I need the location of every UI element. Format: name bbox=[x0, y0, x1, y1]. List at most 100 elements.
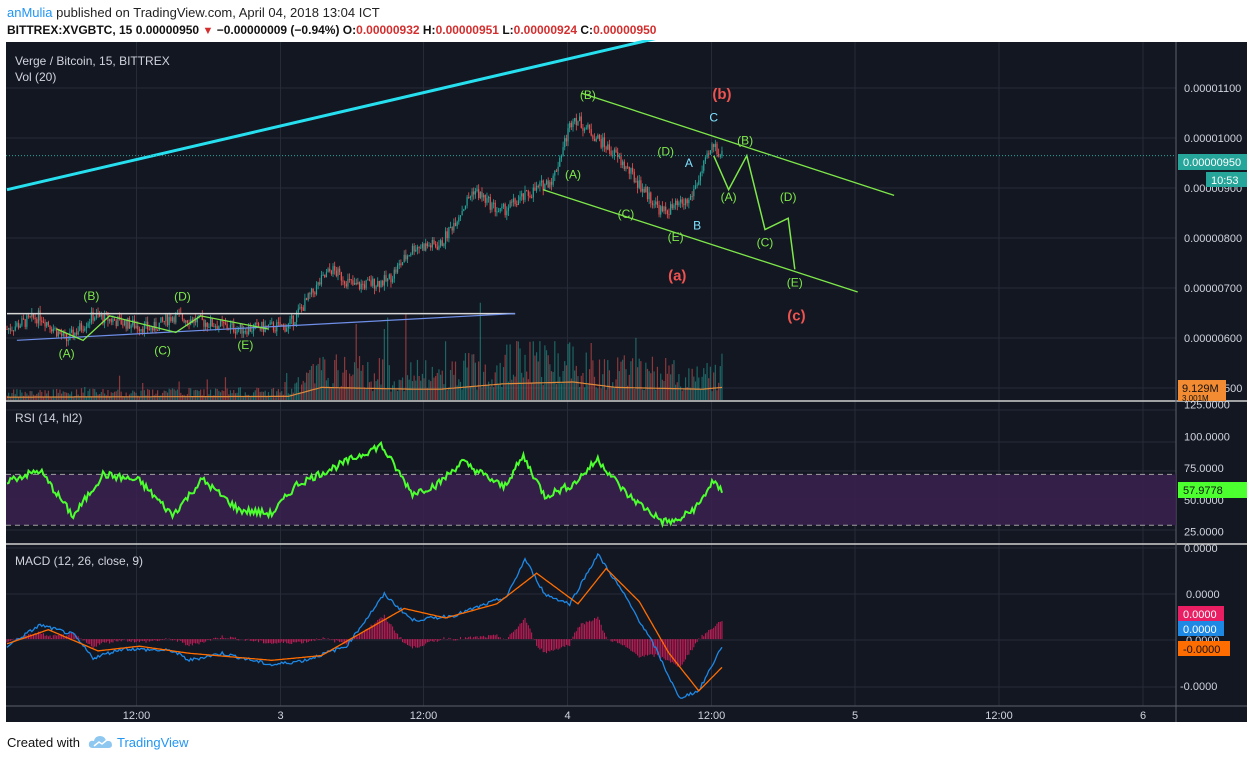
candle-body bbox=[350, 279, 352, 281]
candle-body bbox=[476, 189, 478, 191]
volume-bar bbox=[72, 397, 74, 400]
candle-body bbox=[415, 249, 417, 252]
volume-bar bbox=[645, 362, 647, 400]
volume-bar bbox=[56, 389, 58, 400]
candle-body bbox=[645, 186, 647, 193]
tradingview-link[interactable]: TradingView bbox=[117, 735, 189, 750]
candle-body bbox=[221, 320, 223, 322]
candle-body bbox=[279, 322, 281, 327]
price-change: −0.00000009 (−0.94%) bbox=[216, 23, 340, 37]
volume-bar bbox=[430, 381, 432, 400]
candle-body bbox=[305, 298, 308, 300]
candle-body bbox=[507, 207, 510, 211]
candle-body bbox=[713, 144, 715, 148]
last-price-badge-text: 0.00000950 bbox=[1183, 157, 1241, 169]
ohlc-line: BITTREX:XVGBTC, 15 0.00000950 ▼ −0.00000… bbox=[7, 23, 656, 37]
volume-bar bbox=[405, 314, 407, 400]
wave-label: (D) bbox=[174, 290, 191, 304]
candle-body bbox=[418, 246, 420, 248]
volume-bar bbox=[532, 341, 534, 400]
candle-body bbox=[348, 278, 351, 280]
volume-bar bbox=[87, 390, 89, 400]
drawing-trendlines[interactable] bbox=[6, 40, 895, 342]
volume-bar bbox=[459, 381, 462, 400]
candle-body bbox=[671, 204, 673, 209]
candle-body bbox=[219, 320, 222, 327]
volume-bar bbox=[679, 386, 682, 400]
candle-body bbox=[416, 246, 419, 250]
candle-body bbox=[362, 283, 364, 285]
candle-body bbox=[92, 311, 94, 321]
rsi-badge-text: 57.9778 bbox=[1183, 485, 1223, 497]
candle-body bbox=[683, 203, 685, 206]
candle-body bbox=[120, 317, 122, 325]
candle-body bbox=[14, 326, 16, 331]
publish-line: anMulia published on TradingView.com, Ap… bbox=[7, 5, 380, 20]
volume-bar bbox=[348, 373, 351, 400]
volume-bar bbox=[554, 341, 556, 400]
candle-body bbox=[388, 274, 390, 279]
macd-tick-label: -0.0000 bbox=[1180, 681, 1217, 693]
volume-bar bbox=[651, 356, 654, 400]
candle-body bbox=[317, 282, 319, 285]
trendline-blue-support[interactable] bbox=[16, 313, 516, 341]
volume-bar bbox=[59, 389, 61, 400]
trendline-projected-wave[interactable] bbox=[713, 153, 796, 270]
wave-label: (A) bbox=[721, 190, 737, 204]
volume-bar bbox=[92, 388, 94, 400]
volume-bar bbox=[440, 374, 442, 400]
volume-bar bbox=[201, 395, 203, 400]
candle-body bbox=[142, 329, 144, 333]
candle-body bbox=[312, 288, 314, 293]
published-text: published on TradingView.com, April 04, … bbox=[56, 5, 380, 20]
trading-chart[interactable]: (A) (B) (C) (D) (E) (B) (A) (C) (D) (E) A B C (A) (B) (… bbox=[0, 40, 1253, 724]
candle-body bbox=[410, 253, 412, 256]
candle-body bbox=[555, 170, 558, 172]
volume-bar bbox=[368, 382, 371, 400]
candle-body bbox=[320, 275, 323, 285]
candle-body bbox=[411, 245, 414, 254]
volume-bar bbox=[329, 386, 331, 400]
candle-body bbox=[319, 282, 321, 285]
volume-bar bbox=[109, 396, 111, 400]
volume-bar bbox=[572, 346, 574, 400]
main-pane-title: Verge / Bitcoin, 15, BITTREX bbox=[15, 54, 170, 68]
candle-body bbox=[69, 332, 71, 341]
wave-label: C bbox=[709, 111, 718, 125]
candle-body bbox=[721, 150, 723, 156]
candle-body bbox=[436, 246, 438, 250]
candle-body bbox=[514, 198, 516, 205]
volume-bar bbox=[291, 388, 293, 400]
candle-body bbox=[57, 331, 59, 337]
symbol-label[interactable]: BITTREX:XVGBTC, 15 bbox=[7, 23, 133, 37]
trendline-triangle-waves[interactable] bbox=[56, 315, 269, 342]
trendline-green-channel-lower[interactable] bbox=[542, 189, 858, 293]
volume-bar bbox=[425, 360, 427, 400]
candle-body bbox=[617, 152, 619, 158]
volume-bar bbox=[211, 395, 213, 400]
candle-body bbox=[150, 327, 152, 330]
high-value: 0.00000951 bbox=[435, 23, 499, 37]
volume-bar bbox=[443, 384, 445, 400]
volume-bar bbox=[665, 358, 667, 400]
candle-body bbox=[401, 262, 404, 266]
candle-body bbox=[100, 314, 102, 317]
author-link[interactable]: anMulia bbox=[7, 5, 53, 20]
wave-label: (B) bbox=[737, 133, 753, 147]
volume-bar bbox=[243, 396, 245, 400]
macd-tick-label: 0.0000 bbox=[1186, 589, 1220, 601]
candle-body bbox=[327, 268, 329, 273]
volume-bar bbox=[491, 379, 493, 400]
candle-body bbox=[208, 326, 210, 328]
volume-bar bbox=[107, 389, 109, 400]
candle-body bbox=[542, 180, 544, 191]
candle-body bbox=[610, 150, 612, 156]
volume-bar bbox=[165, 390, 167, 400]
trendline-green-channel-upper[interactable] bbox=[581, 92, 895, 197]
candle-body bbox=[46, 322, 48, 327]
volume-bar bbox=[335, 354, 337, 400]
volume-bar bbox=[415, 380, 417, 400]
candle-body bbox=[474, 190, 476, 195]
trendline-cyan-uptrend[interactable] bbox=[6, 40, 714, 192]
volume-bar bbox=[113, 391, 116, 400]
